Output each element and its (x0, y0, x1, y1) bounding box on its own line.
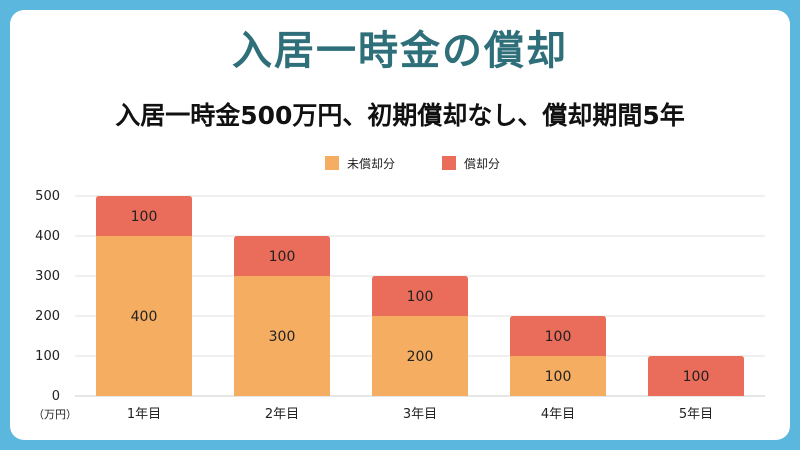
x-category-label: 4年目 (541, 407, 575, 422)
bar-value-label: 400 (131, 309, 158, 325)
bar-segment (510, 316, 606, 356)
y-tick-label: 300 (35, 269, 60, 284)
bars: 400 100 300 100 200 100 100 100 100 (96, 196, 744, 396)
x-category-label: 3年目 (403, 407, 437, 422)
bar-segment (372, 276, 468, 316)
y-tick-label: 400 (35, 229, 60, 244)
y-tick-label: 0 (52, 389, 60, 404)
y-tick-label: 500 (35, 189, 60, 204)
x-axis-categories: 1年目 2年目 3年目 4年目 5年目 (127, 407, 713, 422)
legend: 未償却分 償却分 (325, 156, 500, 171)
legend-swatch (325, 156, 339, 170)
bar-value-label: 100 (683, 369, 710, 385)
x-category-label: 2年目 (265, 407, 299, 422)
bar-value-label: 300 (269, 329, 296, 345)
bar-value-label: 100 (407, 289, 434, 305)
bar-value-label: 100 (545, 329, 572, 345)
bar-segment (372, 316, 468, 396)
y-axis-unit-label: （万円） (33, 408, 77, 421)
bar-segment (648, 356, 744, 396)
legend-label: 償却分 (464, 157, 500, 171)
y-axis-ticks: 0 100 200 300 400 500 (35, 189, 60, 404)
bar-segment (234, 236, 330, 276)
x-category-label: 5年目 (679, 407, 713, 422)
bar-segment (234, 276, 330, 396)
bar-segment (510, 356, 606, 396)
legend-swatch (442, 156, 456, 170)
bar-value-label: 100 (131, 209, 158, 225)
bar-value-label: 200 (407, 349, 434, 365)
bar-value-label: 100 (545, 369, 572, 385)
bar-value-label: 100 (269, 249, 296, 265)
x-category-label: 1年目 (127, 407, 161, 422)
bar-segment (96, 236, 192, 396)
page-title: 入居一時金の償却 (232, 28, 568, 74)
legend-label: 未償却分 (347, 157, 395, 171)
y-tick-label: 200 (35, 309, 60, 324)
y-tick-label: 100 (35, 349, 60, 364)
bar-segment (96, 196, 192, 236)
page-subtitle: 入居一時金500万円、初期償却なし、償却期間5年 (115, 101, 685, 130)
